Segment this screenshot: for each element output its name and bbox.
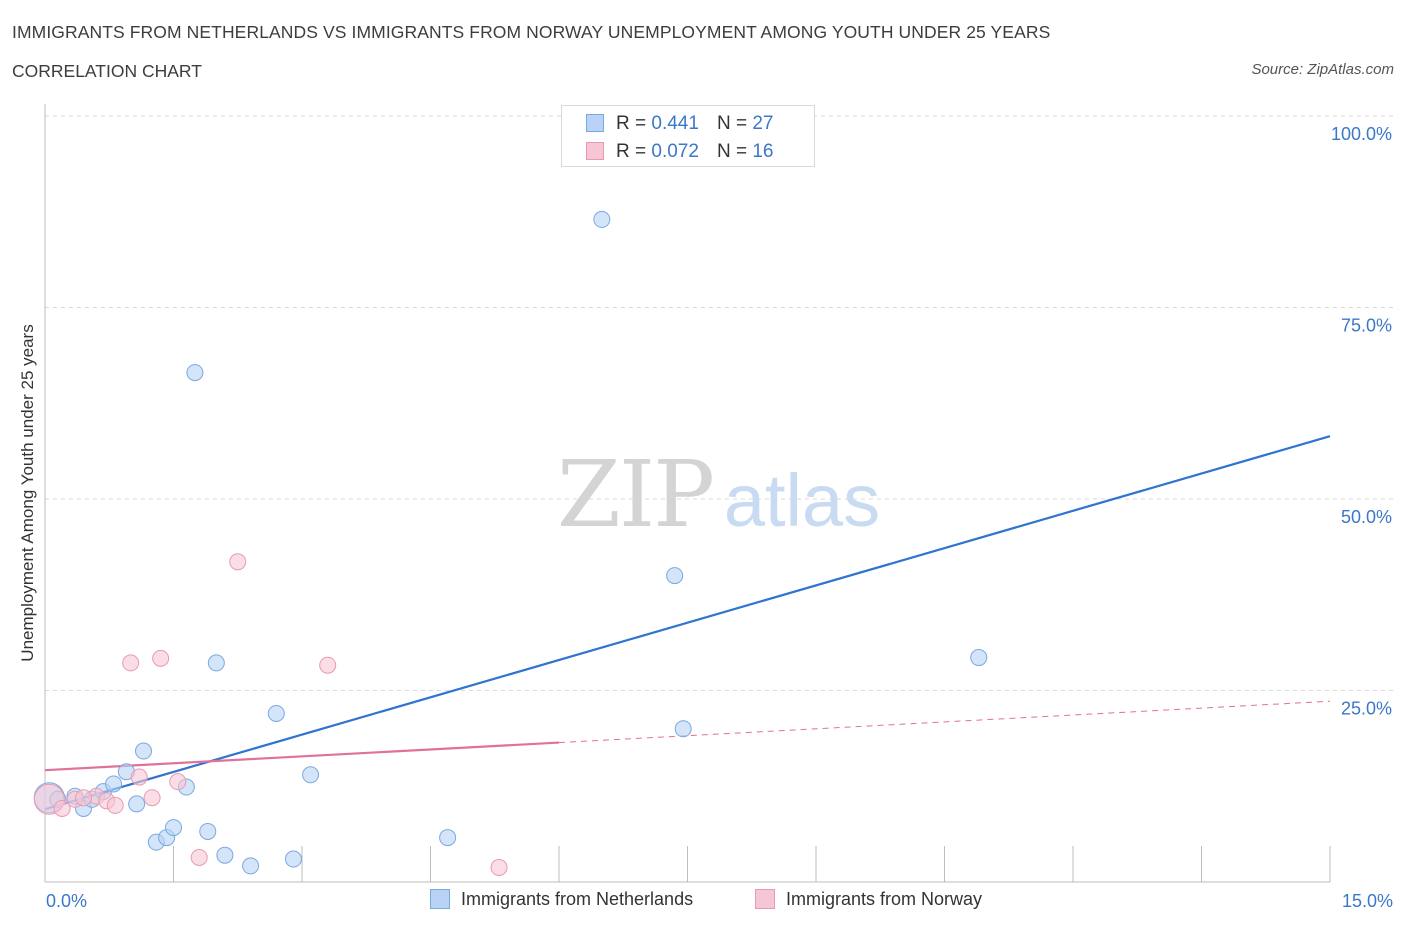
source-attribution: Source: ZipAtlas.com bbox=[1251, 61, 1394, 78]
series-swatch-netherlands bbox=[430, 889, 450, 909]
legend-r-label: R = bbox=[616, 113, 647, 134]
point-norway bbox=[169, 773, 187, 791]
series-legend-label: Immigrants from Netherlands bbox=[461, 889, 694, 909]
watermark-atlas: atlas bbox=[724, 459, 880, 542]
point-netherlands bbox=[674, 720, 692, 738]
point-netherlands bbox=[284, 850, 302, 868]
y-axis-label: Unemployment Among Youth under 25 years bbox=[18, 324, 37, 662]
y-tick-label: 100.0% bbox=[1331, 124, 1392, 144]
point-norway bbox=[122, 654, 140, 672]
axis-layer bbox=[44, 104, 1331, 883]
grid-layer bbox=[45, 115, 1395, 691]
series-swatch-norway bbox=[755, 889, 775, 909]
point-norway bbox=[190, 848, 208, 866]
series-legend-norway: Immigrants from Norway bbox=[755, 889, 982, 910]
point-netherlands bbox=[186, 364, 204, 382]
watermark: ZIP atlas bbox=[557, 441, 880, 548]
x-tick-label-min: 0.0% bbox=[46, 891, 88, 911]
point-netherlands bbox=[165, 819, 182, 837]
x-tick-label-max: 15.0% bbox=[1341, 891, 1393, 911]
point-netherlands bbox=[207, 654, 225, 672]
point-norway bbox=[319, 656, 337, 674]
series-legend-label: Immigrants from Norway bbox=[786, 889, 983, 909]
y-tick-label: 75.0% bbox=[1341, 316, 1392, 336]
point-norway bbox=[152, 649, 170, 667]
point-netherlands bbox=[302, 766, 320, 784]
point-norway bbox=[75, 789, 93, 807]
chart-title: IMMIGRANTS FROM NETHERLANDS VS IMMIGRANT… bbox=[12, 22, 1051, 42]
point-netherlands bbox=[242, 857, 260, 875]
legend-n-value: 27 bbox=[752, 113, 774, 134]
point-norway bbox=[229, 553, 247, 571]
y-tick-labels: 25.0% 50.0% 75.0% 100.0% bbox=[1331, 124, 1392, 719]
legend-n-value: 16 bbox=[752, 141, 774, 162]
point-norway bbox=[143, 789, 161, 807]
legend-r-value: 0.072 bbox=[651, 141, 699, 162]
point-norway bbox=[490, 858, 508, 876]
legend-row-netherlands: R = 0.441 N = 27 bbox=[586, 113, 773, 137]
y-tick-label: 25.0% bbox=[1341, 699, 1392, 719]
point-netherlands bbox=[105, 775, 123, 793]
point-netherlands bbox=[199, 822, 217, 840]
legend-r-value: 0.441 bbox=[651, 113, 699, 134]
point-netherlands bbox=[216, 846, 234, 864]
point-netherlands bbox=[135, 742, 153, 760]
point-norway bbox=[106, 796, 124, 814]
point-netherlands bbox=[593, 210, 611, 228]
point-netherlands bbox=[128, 795, 146, 813]
trendline-norway-extension bbox=[558, 700, 1331, 744]
legend-n-label: N = bbox=[716, 113, 748, 134]
point-netherlands bbox=[970, 649, 988, 667]
legend-r-label: R = bbox=[616, 141, 647, 162]
series-legend-netherlands: Immigrants from Netherlands bbox=[430, 889, 693, 910]
chart-subtitle: CORRELATION CHART bbox=[12, 61, 202, 81]
correlation-legend: R = 0.441 N = 27 R = 0.072 N = 16 bbox=[561, 105, 815, 167]
legend-n-label: N = bbox=[716, 141, 748, 162]
point-netherlands bbox=[666, 567, 684, 585]
point-netherlands bbox=[439, 829, 457, 847]
trendline-netherlands bbox=[44, 435, 1331, 811]
point-norway bbox=[53, 799, 71, 817]
points-layer bbox=[33, 210, 988, 876]
legend-row-norway: R = 0.072 N = 16 bbox=[586, 141, 773, 165]
legend-swatch-netherlands bbox=[586, 114, 604, 132]
point-netherlands bbox=[267, 704, 285, 722]
legend-swatch-norway bbox=[586, 142, 604, 160]
point-norway bbox=[130, 768, 148, 786]
y-tick-label: 50.0% bbox=[1341, 507, 1392, 527]
watermark-zip: ZIP bbox=[557, 441, 713, 548]
